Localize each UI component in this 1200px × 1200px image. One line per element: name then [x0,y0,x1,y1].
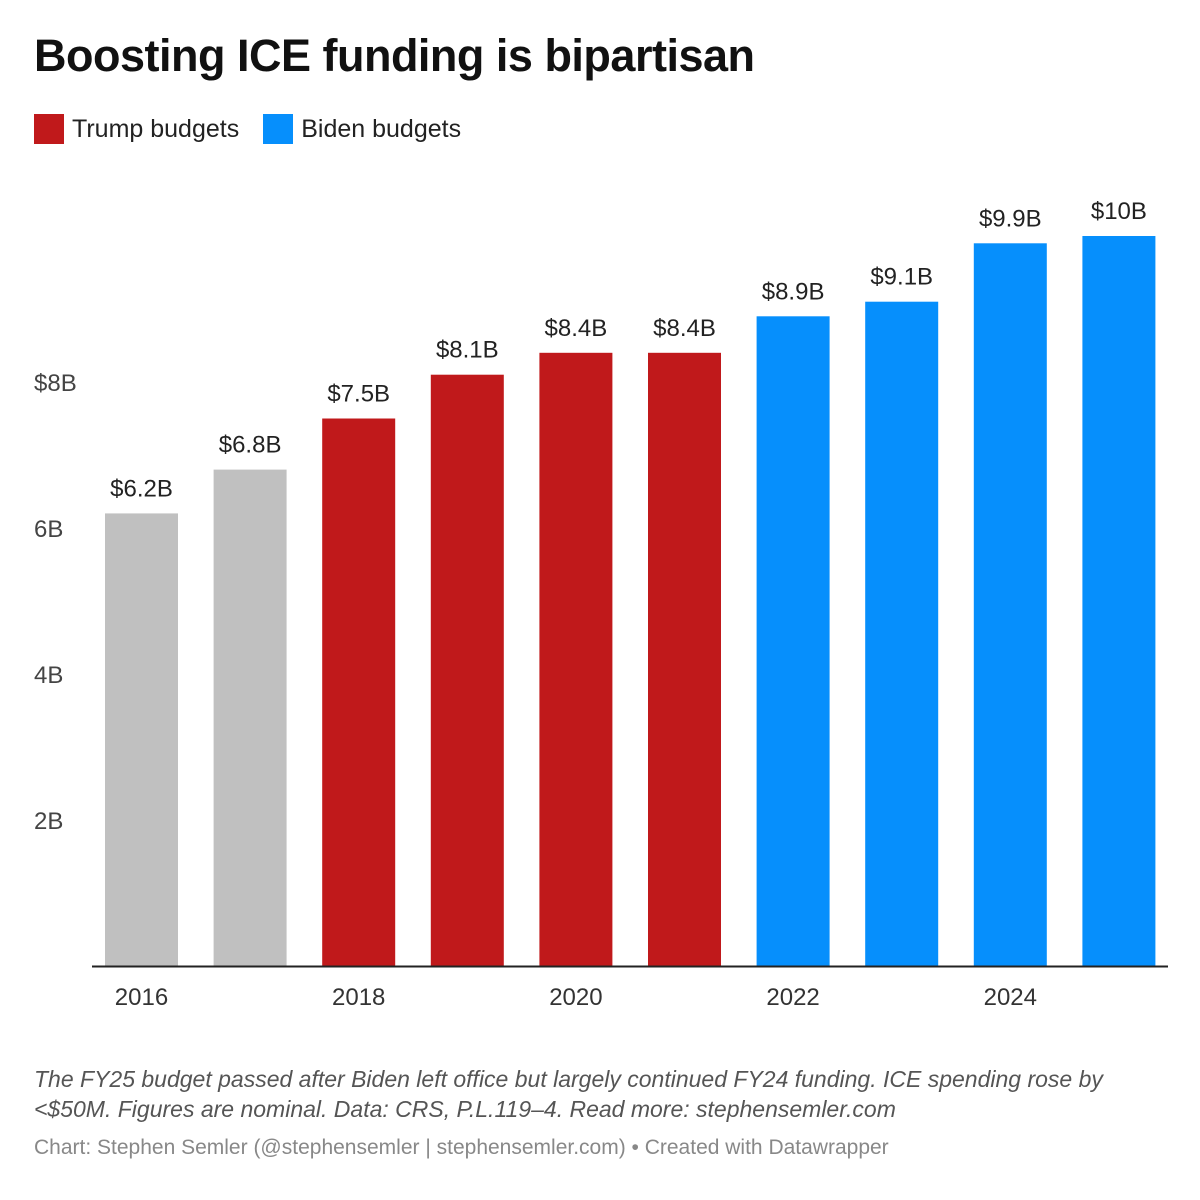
x-tick-label: 2024 [984,984,1037,1011]
data-label: $8.1B [436,337,499,364]
bar [865,301,939,966]
bar [1082,236,1156,966]
bar [648,352,721,966]
data-label: $6.2B [110,475,173,502]
bar [105,513,178,966]
chart-credit: Chart: Stephen Semler (@stephensemler | … [34,1136,889,1159]
bar [430,374,504,966]
legend-item-biden: Biden budgets [263,114,461,144]
legend-swatch-trump [34,114,64,144]
data-label: $10B [1091,198,1147,225]
x-tick-label: 2018 [332,984,385,1011]
y-tick-label: 4B [34,662,63,689]
legend-label-biden: Biden budgets [301,114,462,143]
x-tick-label: 2022 [766,984,819,1011]
data-label: $8.4B [653,315,716,342]
bar [756,316,830,966]
y-tick-label: $8B [34,370,77,397]
bar [539,352,613,966]
y-tick-label: 2B [34,808,63,835]
x-tick-label: 2016 [115,984,168,1011]
y-tick-label: 6B [34,516,63,543]
chart-notes: The FY25 budget passed after Biden left … [34,1066,1103,1122]
bar [322,418,396,966]
data-label: $9.1B [870,264,933,291]
data-label: $7.5B [327,381,390,408]
legend-swatch-biden [263,114,294,144]
data-label: $8.4B [545,315,608,342]
bar [973,243,1047,967]
x-tick-label: 2020 [549,984,602,1011]
chart-title: Boosting ICE funding is bipartisan [34,30,755,81]
legend-label-trump: Trump budgets [72,114,240,143]
bar [213,469,287,966]
data-label: $9.9B [979,205,1042,232]
data-label: $8.9B [762,278,825,305]
legend: Trump budgets Biden budgets [34,114,485,144]
data-label: $6.8B [219,432,282,459]
legend-item-trump: Trump budgets [34,114,239,144]
